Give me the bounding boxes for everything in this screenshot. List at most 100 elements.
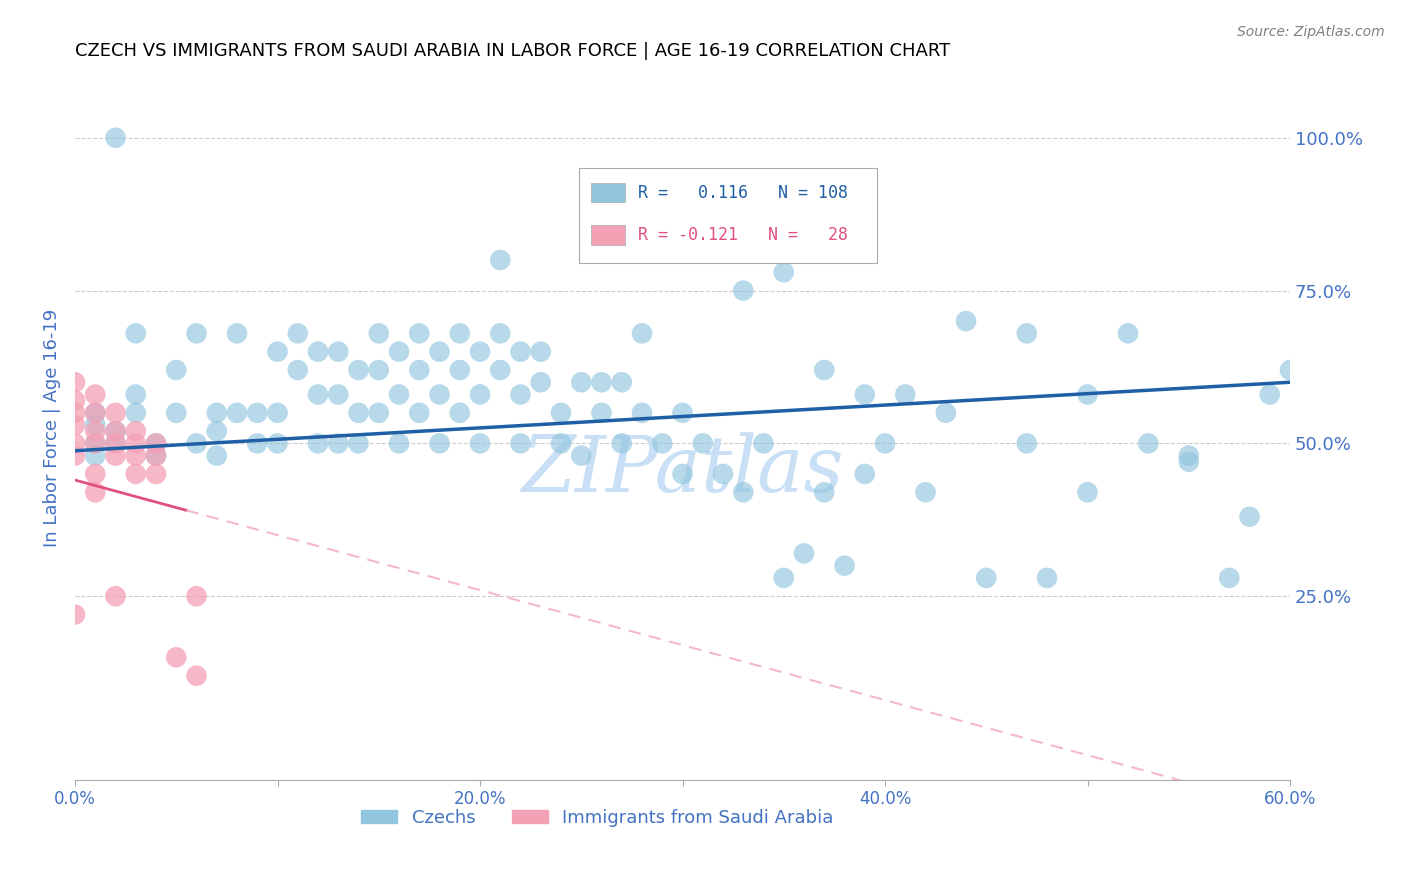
Point: [1036, 571, 1059, 585]
Point: [84, 418, 107, 433]
Point: [530, 344, 553, 359]
Point: [651, 436, 673, 450]
Point: [955, 314, 977, 328]
Point: [733, 284, 755, 298]
Point: [328, 344, 350, 359]
Text: Source: ZipAtlas.com: Source: ZipAtlas.com: [1237, 25, 1385, 39]
Point: [84, 449, 107, 463]
Point: [186, 668, 208, 682]
Point: [671, 406, 693, 420]
Point: [569, 449, 592, 463]
Point: [449, 326, 471, 341]
Point: [367, 326, 389, 341]
Point: [104, 424, 127, 438]
Point: [631, 406, 654, 420]
Point: [550, 406, 572, 420]
Point: [328, 387, 350, 401]
Point: [550, 436, 572, 450]
Point: [408, 326, 430, 341]
Point: [246, 406, 269, 420]
Point: [266, 344, 288, 359]
Point: [489, 326, 512, 341]
Point: [63, 376, 86, 390]
Point: [205, 406, 228, 420]
Point: [328, 436, 350, 450]
Point: [84, 387, 107, 401]
Point: [1218, 571, 1240, 585]
Point: [1177, 455, 1199, 469]
Point: [813, 363, 835, 377]
Point: [125, 467, 148, 481]
Point: [266, 436, 288, 450]
Point: [1076, 387, 1098, 401]
Point: [388, 344, 411, 359]
Point: [266, 406, 288, 420]
Point: [1258, 387, 1281, 401]
Point: [752, 436, 775, 450]
Point: [429, 387, 451, 401]
Point: [84, 406, 107, 420]
Point: [205, 449, 228, 463]
Point: [591, 376, 613, 390]
Point: [63, 436, 86, 450]
Point: [569, 376, 592, 390]
Point: [347, 363, 370, 377]
Y-axis label: In Labor Force | Age 16-19: In Labor Force | Age 16-19: [44, 309, 60, 547]
Point: [974, 571, 997, 585]
Point: [610, 376, 633, 390]
Point: [125, 424, 148, 438]
Point: [104, 449, 127, 463]
Point: [1239, 509, 1261, 524]
Point: [489, 252, 512, 267]
Point: [307, 344, 329, 359]
Point: [853, 467, 876, 481]
Point: [84, 436, 107, 450]
Point: [509, 344, 531, 359]
Point: [165, 650, 187, 665]
Point: [104, 130, 127, 145]
Point: [388, 436, 411, 450]
Point: [429, 436, 451, 450]
Point: [63, 449, 86, 463]
Point: [631, 326, 654, 341]
Point: [711, 467, 734, 481]
Point: [104, 406, 127, 420]
Point: [246, 436, 269, 450]
Point: [125, 436, 148, 450]
Point: [145, 436, 167, 450]
Point: [1116, 326, 1139, 341]
Point: [104, 589, 127, 603]
Point: [125, 449, 148, 463]
Point: [104, 424, 127, 438]
Point: [429, 344, 451, 359]
Point: [834, 558, 856, 573]
Point: [489, 363, 512, 377]
Point: [287, 363, 309, 377]
Text: CZECH VS IMMIGRANTS FROM SAUDI ARABIA IN LABOR FORCE | AGE 16-19 CORRELATION CHA: CZECH VS IMMIGRANTS FROM SAUDI ARABIA IN…: [75, 42, 950, 60]
Point: [84, 436, 107, 450]
Point: [125, 406, 148, 420]
Point: [894, 387, 917, 401]
Point: [165, 363, 187, 377]
Point: [226, 326, 249, 341]
Point: [388, 387, 411, 401]
Point: [347, 406, 370, 420]
Text: ZIPatlas: ZIPatlas: [522, 432, 844, 508]
Point: [1279, 363, 1302, 377]
Point: [408, 363, 430, 377]
Point: [530, 376, 553, 390]
Point: [873, 436, 896, 450]
Point: [84, 467, 107, 481]
Point: [408, 406, 430, 420]
Point: [692, 436, 714, 450]
Point: [591, 406, 613, 420]
Point: [84, 485, 107, 500]
Point: [853, 387, 876, 401]
Point: [125, 326, 148, 341]
Point: [772, 265, 794, 279]
Point: [205, 424, 228, 438]
Point: [104, 436, 127, 450]
Point: [186, 326, 208, 341]
Legend: Czechs, Immigrants from Saudi Arabia: Czechs, Immigrants from Saudi Arabia: [354, 801, 841, 834]
Point: [793, 546, 815, 560]
